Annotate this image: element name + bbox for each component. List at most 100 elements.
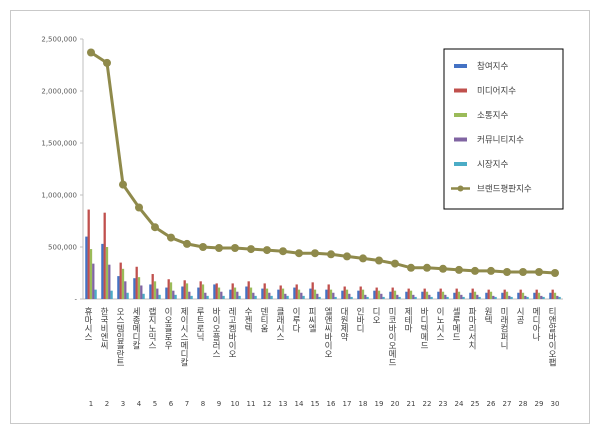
bar-4-19 bbox=[380, 293, 383, 299]
category-label: 파마리서치 bbox=[467, 307, 477, 350]
bar-3-29 bbox=[537, 292, 541, 299]
bar-4-15 bbox=[316, 293, 319, 299]
bar-2-6 bbox=[167, 279, 170, 299]
brand-line-series bbox=[87, 48, 559, 277]
bar-5-24 bbox=[462, 296, 465, 299]
brand-point-1 bbox=[87, 48, 95, 57]
category-label: 대원제약 bbox=[339, 307, 349, 342]
bar-2-27 bbox=[503, 289, 506, 299]
category-number: 19 bbox=[375, 400, 384, 408]
brand-point-10 bbox=[231, 244, 239, 252]
bar-3-15 bbox=[313, 289, 317, 299]
bar-5-23 bbox=[446, 296, 449, 299]
category-label: 시공 bbox=[515, 307, 525, 324]
category-number: 22 bbox=[423, 400, 432, 408]
brand-point-21 bbox=[407, 263, 415, 272]
bar-2-20 bbox=[391, 287, 394, 299]
bar-3-22 bbox=[425, 291, 429, 299]
brand-point-20 bbox=[391, 259, 399, 268]
brand-point-3 bbox=[119, 180, 127, 189]
bar-3-10 bbox=[233, 287, 237, 299]
bar-4-23 bbox=[444, 294, 447, 299]
category-label: 오스템임플란트 bbox=[115, 307, 125, 367]
bar-2-28 bbox=[519, 289, 522, 299]
bar-2-3 bbox=[119, 262, 122, 299]
bar-2-18 bbox=[359, 286, 362, 299]
category-number: 29 bbox=[535, 400, 544, 408]
bar-3-6 bbox=[169, 282, 173, 299]
bar-5-26 bbox=[494, 296, 497, 299]
category-label: 바디텍메드 bbox=[419, 306, 429, 349]
y-tick-label: 1,000,000 bbox=[41, 192, 77, 200]
category-number: 13 bbox=[279, 400, 288, 408]
brand-point-23 bbox=[439, 264, 447, 273]
category-label: 수젠텍 bbox=[243, 307, 253, 333]
bar-2-4 bbox=[135, 266, 138, 299]
bar-series bbox=[85, 209, 561, 299]
bar-1-14 bbox=[293, 287, 296, 299]
bar-2-10 bbox=[231, 283, 234, 299]
category-number: 26 bbox=[487, 400, 496, 408]
bar-2-5 bbox=[151, 274, 154, 299]
bar-4-21 bbox=[412, 294, 415, 299]
legend-label: 참여지수 bbox=[477, 61, 508, 72]
bar-1-12 bbox=[261, 288, 264, 299]
legend-swatch-1 bbox=[454, 64, 467, 68]
bar-5-13 bbox=[286, 295, 289, 299]
brand-point-9 bbox=[215, 244, 223, 252]
bar-3-16 bbox=[329, 289, 333, 299]
category-number: 14 bbox=[295, 400, 304, 408]
category-label: 디오 bbox=[371, 307, 381, 324]
bar-2-2 bbox=[103, 212, 106, 299]
bar-4-14 bbox=[300, 292, 303, 299]
bar-2-25 bbox=[471, 288, 474, 299]
bar-1-10 bbox=[229, 289, 232, 299]
bar-5-15 bbox=[318, 296, 321, 299]
bar-3-20 bbox=[393, 290, 397, 299]
category-number: 6 bbox=[169, 400, 174, 408]
category-label: 레고켐바이오 bbox=[227, 307, 237, 358]
bar-4-20 bbox=[396, 294, 399, 299]
bar-3-7 bbox=[185, 283, 189, 299]
bar-3-17 bbox=[345, 289, 349, 299]
bar-5-21 bbox=[414, 296, 417, 299]
brand-point-12 bbox=[263, 246, 271, 255]
category-number: 16 bbox=[327, 400, 336, 408]
bar-5-16 bbox=[334, 296, 337, 299]
legend-swatch-4 bbox=[454, 137, 467, 142]
bar-1-7 bbox=[181, 286, 184, 299]
bar-3-19 bbox=[377, 290, 381, 299]
bar-2-26 bbox=[487, 289, 490, 299]
category-label: 덴티움 bbox=[259, 307, 269, 333]
category-number: 8 bbox=[201, 400, 205, 408]
bar-5-7 bbox=[190, 295, 193, 299]
category-label: 인바디 bbox=[355, 306, 365, 333]
bar-4-22 bbox=[428, 294, 431, 299]
bar-3-14 bbox=[297, 289, 301, 299]
bar-5-27 bbox=[510, 296, 513, 299]
y-tick-label: 1,500,000 bbox=[41, 140, 77, 148]
category-number: 4 bbox=[137, 400, 142, 408]
bar-4-4 bbox=[140, 285, 143, 299]
bar-3-28 bbox=[521, 292, 525, 299]
bar-5-18 bbox=[366, 296, 369, 299]
bar-2-24 bbox=[455, 288, 458, 299]
legend-label: 시장지수 bbox=[477, 159, 508, 170]
bar-4-17 bbox=[348, 293, 351, 299]
bar-3-3 bbox=[121, 268, 125, 299]
category-number: 10 bbox=[231, 400, 240, 408]
bar-5-2 bbox=[110, 290, 113, 299]
category-number: 2 bbox=[105, 400, 109, 408]
category-number: 7 bbox=[185, 400, 189, 408]
bar-2-21 bbox=[407, 288, 410, 299]
brand-point-15 bbox=[311, 249, 319, 258]
brand-point-28 bbox=[519, 268, 527, 276]
category-label: 엘앤씨바이오 bbox=[323, 307, 333, 358]
bar-1-17 bbox=[341, 290, 344, 299]
bar-3-13 bbox=[281, 288, 285, 299]
bar-1-4 bbox=[133, 278, 136, 299]
bar-2-13 bbox=[279, 285, 282, 299]
chart-frame: 2,500,000 2,000,000 1,500,000 1,000,000 500,… bbox=[10, 10, 590, 424]
bar-3-23 bbox=[441, 291, 445, 299]
